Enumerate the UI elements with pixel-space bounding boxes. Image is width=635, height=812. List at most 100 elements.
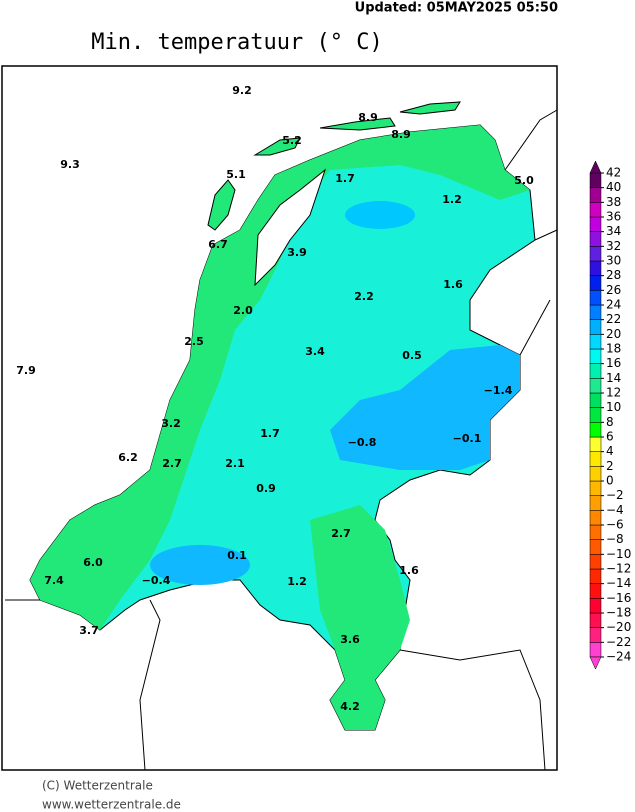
website: www.wetterzentrale.de [42, 798, 181, 812]
colorbar-bin [589, 378, 602, 394]
colorbar-bin [589, 642, 602, 658]
colorbar-bin [589, 202, 602, 218]
station-value: 2.0 [233, 304, 253, 317]
colorbar-bin [589, 260, 602, 276]
colorbar-bin [589, 480, 602, 496]
station-value: 2.7 [331, 527, 351, 540]
colorbar-label: 4 [606, 444, 614, 458]
station-value: 4.2 [340, 700, 360, 713]
station-value: 0.5 [402, 349, 422, 362]
station-value: 0.1 [227, 549, 247, 562]
colorbar-label: −6 [606, 518, 624, 532]
station-value: 8.9 [391, 128, 411, 141]
title: Min. temperatuur (° C) [91, 30, 382, 55]
cold-area [330, 345, 520, 470]
cold-area [345, 201, 415, 229]
colorbar-bin [589, 422, 602, 438]
updated: Updated: 05MAY2025 05:50 [355, 1, 558, 16]
colorbar-bin [589, 436, 602, 452]
colorbar-bin [589, 304, 602, 320]
colorbar-bin [589, 598, 602, 614]
colorbar-bin [589, 187, 602, 203]
colorbar-label: 28 [606, 268, 621, 282]
map [1, 65, 558, 771]
island [253, 137, 301, 156]
station-value: 1.7 [335, 172, 355, 185]
green-area [310, 505, 410, 730]
colorbar-bin [589, 583, 602, 599]
colorbar-label: −2 [606, 488, 624, 502]
credit: (C) Wetterzentrale [42, 779, 153, 793]
station-value: 3.2 [161, 417, 181, 430]
colorbar-label: −20 [606, 620, 631, 634]
station-value: 5.2 [282, 134, 302, 147]
colorbar-bin [589, 539, 602, 555]
colorbar-label: −22 [606, 635, 631, 649]
station-value: 9.3 [60, 158, 80, 171]
island [399, 101, 461, 115]
colorbar-bin [589, 466, 602, 482]
station-value: 6.2 [118, 451, 138, 464]
station-value: 2.1 [225, 457, 245, 470]
colorbar-bin [589, 568, 602, 584]
station-value: −0.4 [142, 574, 171, 587]
colorbar-label: −12 [606, 562, 631, 576]
colorbar-bin [589, 495, 602, 511]
station-value: 8.9 [358, 111, 378, 124]
station-value: 7.4 [44, 574, 64, 587]
station-value: 1.2 [442, 193, 462, 206]
colorbar-bin [589, 510, 602, 526]
colorbar-label: −14 [606, 576, 631, 590]
colorbar-label: 6 [606, 430, 614, 444]
colorbar-label: 12 [606, 386, 621, 400]
colorbar-bin [589, 216, 602, 232]
colorbar: 424038363432302826242220181614121086420−… [589, 160, 631, 670]
station-value: −0.8 [348, 436, 377, 449]
station-value: 5.1 [226, 168, 246, 181]
station-value: 1.6 [399, 564, 419, 577]
colorbar-label: 34 [606, 224, 621, 238]
colorbar-bin [589, 612, 602, 628]
colorbar-label: 2 [606, 459, 614, 473]
colorbar-bin [589, 348, 602, 364]
station-value: 5.0 [514, 174, 534, 187]
colorbar-bin [589, 363, 602, 379]
island [319, 117, 396, 131]
island [207, 179, 236, 231]
colorbar-arrow [589, 160, 602, 174]
colorbar-bin [589, 275, 602, 291]
colorbar-bin [589, 334, 602, 350]
colorbar-label: −18 [606, 606, 631, 620]
colorbar-bin [589, 407, 602, 423]
colorbar-label: 10 [606, 400, 621, 414]
cold-area [150, 545, 250, 585]
colorbar-label: 32 [606, 239, 621, 253]
station-value: 3.6 [340, 633, 360, 646]
colorbar-label: 38 [606, 195, 621, 209]
station-value: −1.4 [484, 384, 513, 397]
station-value: 1.7 [260, 427, 280, 440]
station-value: 2.5 [184, 335, 204, 348]
colorbar-arrow [589, 656, 602, 670]
colorbar-bin [589, 627, 602, 643]
station-value: 3.7 [79, 624, 99, 637]
colorbar-label: 40 [606, 180, 621, 194]
colorbar-bin [589, 554, 602, 570]
station-value: 1.6 [443, 278, 463, 291]
colorbar-bin [589, 246, 602, 262]
station-value: 0.9 [256, 482, 276, 495]
station-value: 1.2 [287, 575, 307, 588]
station-value: 6.0 [83, 556, 103, 569]
station-value: 3.4 [305, 345, 325, 358]
station-value: 3.9 [287, 246, 307, 259]
station-value: 7.9 [16, 364, 36, 377]
colorbar-label: 0 [606, 474, 614, 488]
colorbar-label: 36 [606, 210, 621, 224]
colorbar-bin [589, 451, 602, 467]
station-value: 9.2 [232, 84, 252, 97]
colorbar-label: 14 [606, 371, 621, 385]
green-area [30, 125, 530, 630]
station-value: 2.7 [162, 457, 182, 470]
colorbar-label: 42 [606, 166, 621, 180]
